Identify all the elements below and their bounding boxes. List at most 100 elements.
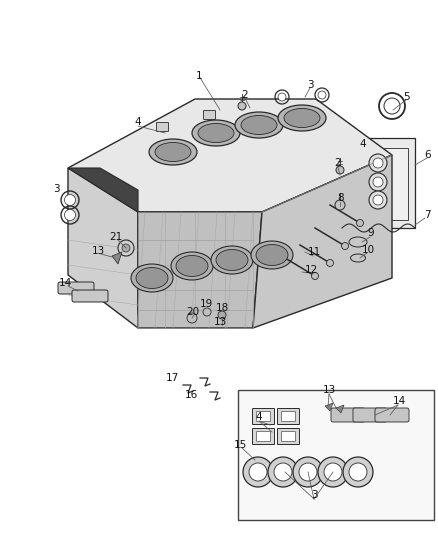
Text: 3: 3 bbox=[307, 80, 313, 90]
Circle shape bbox=[122, 244, 130, 252]
Text: 12: 12 bbox=[304, 265, 318, 275]
Ellipse shape bbox=[349, 237, 367, 247]
Circle shape bbox=[274, 463, 292, 481]
Circle shape bbox=[318, 457, 348, 487]
Circle shape bbox=[349, 463, 367, 481]
Circle shape bbox=[238, 102, 246, 110]
FancyBboxPatch shape bbox=[72, 290, 108, 302]
FancyBboxPatch shape bbox=[331, 408, 365, 422]
Text: 7: 7 bbox=[424, 210, 430, 220]
Ellipse shape bbox=[136, 268, 168, 288]
Circle shape bbox=[293, 457, 323, 487]
Circle shape bbox=[335, 200, 345, 210]
FancyBboxPatch shape bbox=[156, 123, 169, 132]
Ellipse shape bbox=[211, 246, 253, 274]
Ellipse shape bbox=[176, 255, 208, 277]
Text: 18: 18 bbox=[215, 303, 229, 313]
Text: 4: 4 bbox=[256, 412, 262, 422]
Ellipse shape bbox=[284, 109, 320, 127]
Text: 5: 5 bbox=[404, 92, 410, 102]
Circle shape bbox=[278, 93, 286, 101]
Circle shape bbox=[369, 154, 387, 172]
Polygon shape bbox=[138, 212, 262, 328]
Circle shape bbox=[369, 173, 387, 191]
Text: 15: 15 bbox=[233, 440, 247, 450]
Text: 2: 2 bbox=[242, 90, 248, 100]
Circle shape bbox=[64, 195, 75, 206]
Ellipse shape bbox=[241, 116, 277, 134]
Text: 19: 19 bbox=[199, 299, 212, 309]
Text: 2: 2 bbox=[335, 158, 341, 168]
Circle shape bbox=[373, 177, 383, 187]
FancyBboxPatch shape bbox=[278, 408, 300, 424]
Circle shape bbox=[369, 191, 387, 209]
Ellipse shape bbox=[155, 142, 191, 161]
Ellipse shape bbox=[149, 139, 197, 165]
Text: 9: 9 bbox=[367, 228, 374, 238]
FancyBboxPatch shape bbox=[204, 110, 215, 119]
FancyBboxPatch shape bbox=[257, 432, 271, 441]
Text: 10: 10 bbox=[361, 245, 374, 255]
Text: 11: 11 bbox=[307, 247, 321, 257]
Polygon shape bbox=[112, 252, 122, 264]
FancyBboxPatch shape bbox=[257, 411, 271, 422]
Polygon shape bbox=[340, 138, 415, 228]
Text: 8: 8 bbox=[338, 193, 344, 203]
Polygon shape bbox=[253, 155, 392, 328]
Text: 13: 13 bbox=[213, 317, 226, 327]
Polygon shape bbox=[325, 403, 333, 411]
Polygon shape bbox=[68, 99, 392, 212]
Text: 21: 21 bbox=[110, 232, 123, 242]
Text: 3: 3 bbox=[53, 184, 59, 194]
Circle shape bbox=[324, 463, 342, 481]
Circle shape bbox=[203, 308, 211, 316]
Circle shape bbox=[311, 272, 318, 279]
Circle shape bbox=[326, 260, 333, 266]
Ellipse shape bbox=[171, 252, 213, 280]
Ellipse shape bbox=[192, 120, 240, 146]
Circle shape bbox=[373, 158, 383, 168]
Circle shape bbox=[243, 457, 273, 487]
Circle shape bbox=[357, 220, 364, 227]
Ellipse shape bbox=[350, 254, 365, 262]
FancyBboxPatch shape bbox=[353, 408, 387, 422]
Ellipse shape bbox=[216, 249, 248, 271]
Circle shape bbox=[318, 91, 326, 99]
Circle shape bbox=[342, 243, 349, 249]
Text: 16: 16 bbox=[184, 390, 198, 400]
Text: 13: 13 bbox=[322, 385, 336, 395]
Text: 1: 1 bbox=[196, 71, 202, 81]
Text: 14: 14 bbox=[392, 396, 406, 406]
FancyBboxPatch shape bbox=[282, 432, 296, 441]
Ellipse shape bbox=[198, 124, 234, 142]
FancyBboxPatch shape bbox=[58, 282, 94, 294]
Polygon shape bbox=[68, 168, 138, 328]
Circle shape bbox=[268, 457, 298, 487]
Ellipse shape bbox=[278, 105, 326, 131]
Circle shape bbox=[343, 457, 373, 487]
FancyBboxPatch shape bbox=[252, 429, 275, 445]
Circle shape bbox=[384, 98, 400, 114]
Circle shape bbox=[187, 313, 197, 323]
Polygon shape bbox=[68, 168, 138, 212]
Text: 17: 17 bbox=[166, 373, 179, 383]
Text: 4: 4 bbox=[135, 117, 141, 127]
FancyBboxPatch shape bbox=[375, 408, 409, 422]
FancyBboxPatch shape bbox=[282, 411, 296, 422]
Circle shape bbox=[118, 240, 134, 256]
Bar bbox=[238, 390, 434, 520]
Circle shape bbox=[299, 463, 317, 481]
FancyBboxPatch shape bbox=[278, 429, 300, 445]
Ellipse shape bbox=[131, 264, 173, 292]
Ellipse shape bbox=[256, 245, 288, 265]
Circle shape bbox=[336, 166, 344, 174]
Text: 14: 14 bbox=[58, 278, 72, 288]
Circle shape bbox=[373, 195, 383, 205]
Circle shape bbox=[218, 311, 226, 319]
FancyBboxPatch shape bbox=[252, 408, 275, 424]
Text: 20: 20 bbox=[187, 307, 200, 317]
Polygon shape bbox=[345, 148, 408, 220]
Text: 3: 3 bbox=[311, 490, 317, 500]
Circle shape bbox=[64, 209, 75, 221]
Ellipse shape bbox=[251, 241, 293, 269]
